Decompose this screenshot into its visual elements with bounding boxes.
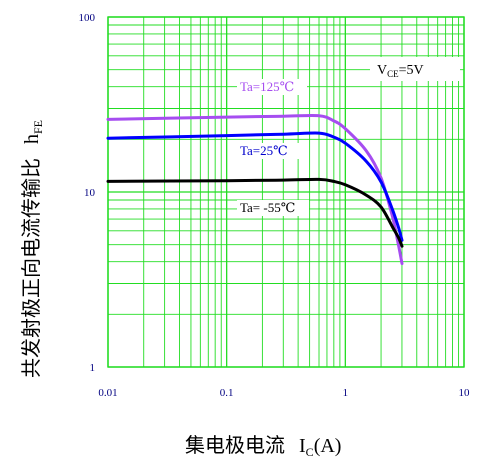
x-axis-symbol: I [299, 435, 306, 457]
x-axis-label-text: 集电极电流 [185, 434, 285, 457]
y-axis-symbol: h [21, 134, 43, 144]
series-label-bg [237, 143, 299, 159]
condition-main: V [377, 63, 387, 78]
plot-area-border [107, 16, 465, 368]
x-axis-unit: (A) [314, 435, 342, 457]
series-line [106, 131, 404, 242]
series-label-bg [237, 200, 309, 216]
x-tick-label: 1 [343, 387, 349, 399]
y-tick-label: 10 [84, 187, 96, 199]
series-line [106, 113, 404, 266]
series-label-bg [237, 79, 307, 95]
x-tick-label: 0.1 [220, 387, 234, 399]
series-label: Ta=25℃ [240, 143, 288, 158]
x-tick-label: 10 [459, 387, 471, 399]
series-line [106, 177, 404, 248]
x-axis-label: 集电极电流 IC(A) [185, 434, 341, 459]
y-axis-label: 共发射极正向电流传输比 hFE [20, 120, 45, 378]
condition-label: VCE=5V [370, 57, 460, 81]
condition-rest: =5V [399, 63, 424, 78]
x-axis-symbol-sub: C [306, 445, 314, 459]
x-tick-label: 0.01 [98, 387, 117, 399]
condition-sub: CE [387, 69, 399, 79]
series-label: Ta= -55℃ [240, 200, 295, 215]
y-axis-label-text: 共发射极正向电流传输比 [20, 158, 43, 378]
y-axis-symbol-sub: FE [31, 120, 45, 134]
y-tick-label: 1 [90, 362, 96, 374]
series-layer [106, 113, 404, 266]
y-tick-label: 100 [79, 12, 96, 24]
svg-text:VCE=5V: VCE=5V [377, 63, 424, 79]
grid [107, 16, 465, 368]
series-label: Ta=125℃ [240, 79, 294, 94]
labels: 共发射极正向电流传输比 hFE 集电极电流 IC(A) VCE=5V 0.01 0.1… [20, 12, 470, 459]
